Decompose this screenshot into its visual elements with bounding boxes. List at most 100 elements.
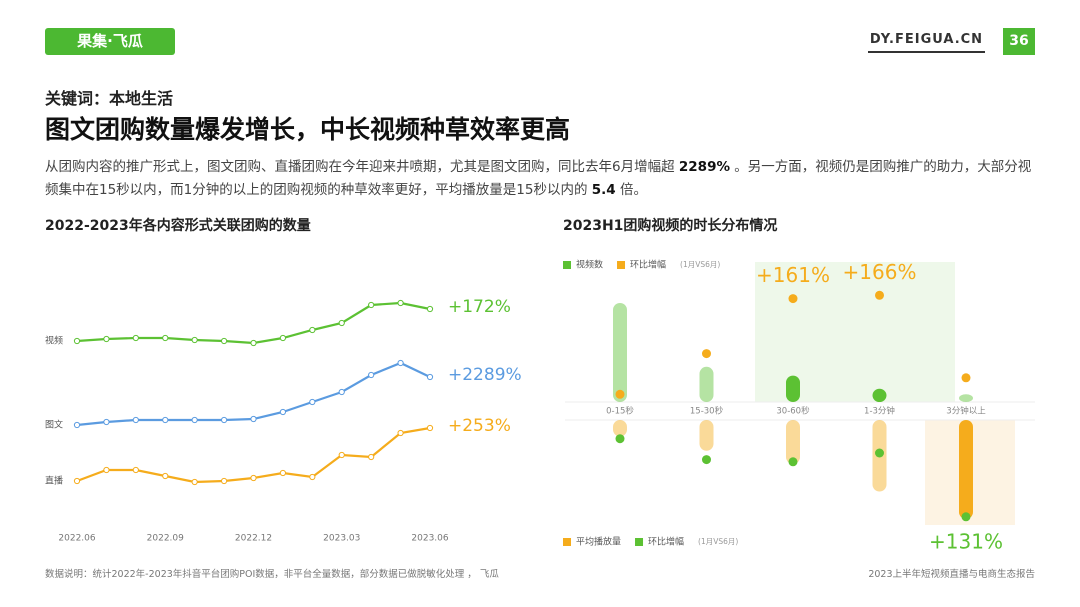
line <box>76 301 431 345</box>
dot <box>875 290 884 300</box>
point <box>162 416 169 424</box>
paragraph-segment: 5.4 <box>591 182 616 198</box>
series-label: 视频 <box>45 335 63 347</box>
x-tick-label: 2022.12 <box>235 534 272 544</box>
legend-label: 环比增幅 <box>648 536 684 548</box>
point <box>73 477 81 485</box>
dot <box>615 434 625 444</box>
point <box>132 416 139 424</box>
point <box>250 474 257 482</box>
legend-label: 环比增幅 <box>630 259 666 271</box>
x-tick-label: 2022.06 <box>58 534 95 544</box>
paragraph-segment: 倍。 <box>615 182 647 198</box>
point <box>220 477 228 485</box>
point <box>426 373 434 381</box>
point <box>162 334 169 342</box>
line <box>76 361 431 427</box>
paragraph-segment: 。另一方面，视频仍是团购推广的助力，大部分视频集中在15秒以内，而1分钟的以上的… <box>45 159 1032 198</box>
point <box>73 421 81 429</box>
bar <box>786 375 800 402</box>
x-tick-label: 2022.09 <box>147 534 184 544</box>
point <box>279 469 287 477</box>
point <box>250 339 257 347</box>
x-tick-label: 3分钟以上 <box>946 406 986 417</box>
legend-swatch <box>635 538 644 546</box>
legend-swatch <box>563 261 571 269</box>
end-label: +253% <box>448 416 511 436</box>
point <box>73 337 81 345</box>
point <box>191 336 198 344</box>
point <box>368 371 375 379</box>
x-tick-label: 2023.03 <box>323 534 360 544</box>
legend-note: (1月VS6月) <box>680 260 720 269</box>
paragraph: 从团购内容的推广形式上，图文团购、直播团购在今年迎来井喷期，尤其是图文团购，同比… <box>45 156 1035 202</box>
paragraph-segment: 2289% <box>678 159 730 175</box>
point <box>426 424 434 432</box>
x-tick-label: 15-30秒 <box>690 406 724 417</box>
logo: 果集·飞瓜 <box>45 28 175 55</box>
dot <box>788 457 798 467</box>
bar <box>613 420 627 437</box>
chart-title: 2022-2023年各内容形式关联团购的数量 <box>45 217 311 234</box>
page-number: 36 <box>1003 28 1035 55</box>
footer: 2023上半年短视频直播与电商生态报告 <box>868 569 1035 580</box>
chart-title: 2023H1团购视频的时长分布情况 <box>563 217 777 234</box>
legend-note: (1月VS6月) <box>698 537 738 546</box>
point <box>162 472 169 480</box>
point <box>191 478 198 486</box>
point <box>338 388 345 396</box>
source: 数据说明：统计2022年-2023年抖音平台团购POI数据，非平台全量数据，部分… <box>45 569 499 580</box>
dot <box>961 512 971 522</box>
point <box>220 416 228 424</box>
point <box>132 334 139 342</box>
site: DY.FEIGUA.CN <box>868 32 985 53</box>
series-label: 直播 <box>45 475 63 487</box>
series-label: 图文 <box>45 419 63 431</box>
legend-label: 视频数 <box>576 259 603 271</box>
legend-swatch <box>617 261 626 269</box>
point <box>426 305 434 313</box>
title: 图文团购数量爆发增长，中长视频种草效率更高 <box>45 115 571 144</box>
point <box>250 415 257 423</box>
annotation: +131% <box>929 529 1003 553</box>
point <box>397 359 404 367</box>
x-tick-label: 30-60秒 <box>776 406 810 417</box>
keyword: 关键词：本地生活 <box>45 89 174 108</box>
end-label: +172% <box>448 297 511 317</box>
point <box>103 418 110 426</box>
point <box>338 451 345 459</box>
dot <box>788 294 798 304</box>
point <box>132 466 139 474</box>
end-label: +2289% <box>448 365 522 385</box>
point <box>368 301 375 309</box>
point <box>279 408 287 416</box>
annotation: +161% <box>756 263 830 287</box>
bar <box>959 394 973 402</box>
point <box>103 335 110 343</box>
annotation: +166% <box>843 260 917 284</box>
point <box>368 453 375 461</box>
point <box>309 398 316 406</box>
x-tick-label: 1-3分钟 <box>864 406 895 417</box>
legend-swatch <box>563 538 571 546</box>
point <box>397 429 404 437</box>
x-tick-label: 0-15秒 <box>606 406 634 417</box>
dot <box>702 349 711 359</box>
bar <box>699 366 714 402</box>
bar <box>786 420 800 464</box>
point <box>279 334 287 342</box>
dot <box>615 389 625 399</box>
x-tick-label: 2023.06 <box>411 534 448 544</box>
bar <box>613 303 627 402</box>
point <box>309 473 316 481</box>
paragraph-segment: 从团购内容的推广形式上，图文团购、直播团购在今年迎来井喷期，尤其是图文团购，同比… <box>45 159 679 175</box>
point <box>397 299 404 307</box>
point <box>191 416 198 424</box>
dot <box>702 455 711 465</box>
bar <box>959 420 973 519</box>
point <box>338 319 345 327</box>
point <box>220 337 228 345</box>
point <box>309 326 316 334</box>
